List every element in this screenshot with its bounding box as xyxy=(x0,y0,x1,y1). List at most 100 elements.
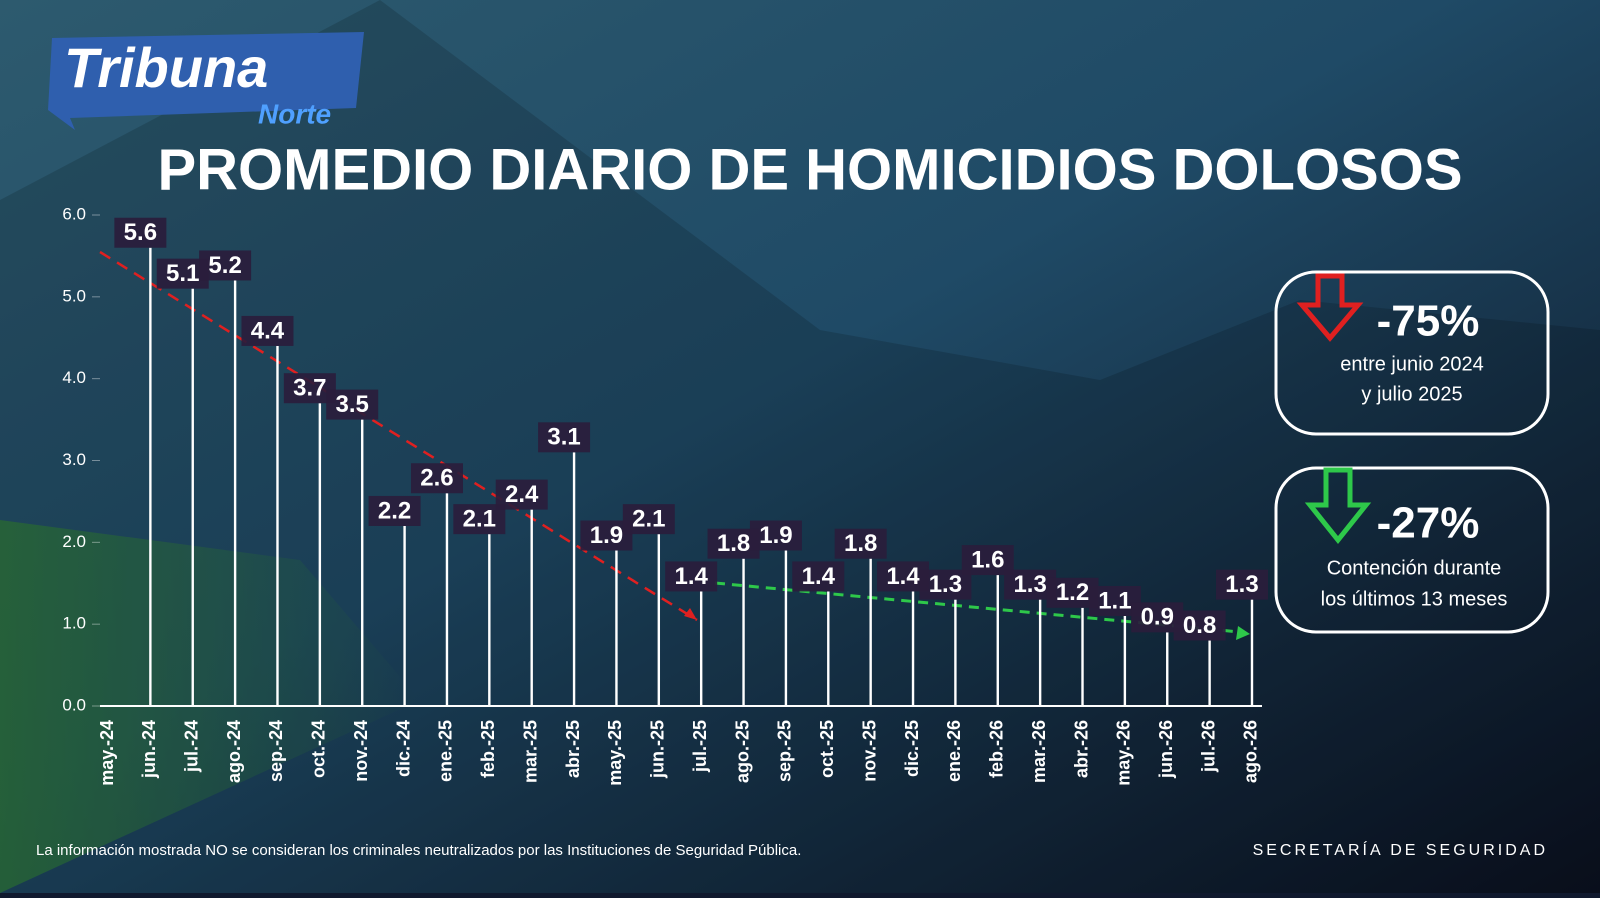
value-label-box xyxy=(114,217,167,248)
panel-text: entre junio 2024 xyxy=(1340,353,1483,375)
value-label: 5.2 xyxy=(208,252,241,279)
value-label: 2.2 xyxy=(378,497,411,524)
value-label: 3.1 xyxy=(547,424,580,451)
bar xyxy=(403,525,406,706)
x-tick-label: jun.-26 xyxy=(1156,720,1176,779)
trend-arrow xyxy=(684,608,697,620)
value-label: 1.1 xyxy=(1098,587,1131,614)
value-label-box xyxy=(834,528,887,559)
x-tick-label: oct.-25 xyxy=(817,720,837,778)
bar xyxy=(361,419,364,706)
bar xyxy=(572,452,576,706)
value-label-box xyxy=(241,315,294,346)
value-label-box xyxy=(665,561,718,592)
value-label: 2.4 xyxy=(505,481,539,508)
x-tick-label: nov.-25 xyxy=(859,720,879,782)
bar xyxy=(445,493,449,706)
chart-title: PROMEDIO DIARIO DE HOMICIDIOS DOLOSOS xyxy=(157,137,1462,202)
x-tick-label: may.-26 xyxy=(1114,720,1134,786)
value-label: 1.3 xyxy=(929,571,962,598)
x-tick-label: jun.-25 xyxy=(648,720,668,779)
value-label: 1.3 xyxy=(1225,571,1258,598)
footer-note: La información mostrada NO se consideran… xyxy=(36,842,801,859)
value-label: 1.8 xyxy=(844,530,877,557)
x-tick-label: jul.-24 xyxy=(181,720,201,773)
value-label: 1.4 xyxy=(674,563,708,590)
x-tick-label: sep.-25 xyxy=(775,720,795,782)
x-tick-label: feb.-25 xyxy=(478,720,498,778)
bar xyxy=(742,558,745,706)
bar xyxy=(996,575,999,706)
bar xyxy=(784,550,788,706)
y-tick-label: 1.0 xyxy=(62,614,86,633)
y-tick-label: 5.0 xyxy=(62,286,86,305)
x-tick-label: mar.-25 xyxy=(520,720,540,783)
value-label: 2.6 xyxy=(420,465,453,492)
value-label: 0.9 xyxy=(1141,604,1174,631)
bar xyxy=(869,558,872,706)
value-label: 1.4 xyxy=(802,563,836,590)
bar xyxy=(1038,599,1042,706)
bar xyxy=(699,591,703,706)
trend-line-red xyxy=(99,250,698,622)
value-label-box xyxy=(326,389,379,420)
x-tick-label: dic.-24 xyxy=(393,720,413,777)
value-label-box xyxy=(495,479,548,510)
bar xyxy=(1123,615,1127,706)
bar xyxy=(657,534,661,706)
bar xyxy=(615,550,618,706)
value-label-box xyxy=(1173,610,1226,641)
y-tick-label: 2.0 xyxy=(62,532,86,551)
bar xyxy=(1208,640,1211,706)
value-label-box xyxy=(538,422,591,453)
x-tick-label: abr.-26 xyxy=(1071,720,1091,778)
value-label: 2.1 xyxy=(632,505,665,532)
x-tick-label: may.-25 xyxy=(605,720,625,786)
x-tick-label: sep.-24 xyxy=(266,720,286,782)
bar xyxy=(149,247,152,706)
y-tick-label: 4.0 xyxy=(62,368,86,387)
value-label: 1.6 xyxy=(971,546,1004,573)
y-tick-label: 0.0 xyxy=(62,695,86,714)
x-tick-label: mar.-26 xyxy=(1029,720,1049,783)
bar xyxy=(530,509,533,706)
value-label: 2.1 xyxy=(463,505,496,532)
x-tick-label: dic.-25 xyxy=(902,720,922,777)
value-label: 1.9 xyxy=(590,522,623,549)
bar xyxy=(318,403,322,706)
value-label: 3.5 xyxy=(336,391,369,418)
logo-sub: Norte xyxy=(258,98,331,129)
x-tick-label: ene.-26 xyxy=(944,720,964,782)
logo: Tribuna Norte xyxy=(48,32,364,130)
value-label: 1.8 xyxy=(717,530,750,557)
panel-value: -75% xyxy=(1377,297,1480,346)
value-label-box xyxy=(792,561,845,592)
x-tick-label: feb.-26 xyxy=(987,720,1007,778)
value-label-box xyxy=(199,250,252,281)
value-label: 5.1 xyxy=(166,260,199,287)
bar xyxy=(1081,607,1084,706)
value-label-box xyxy=(622,504,675,535)
bar xyxy=(827,591,830,706)
value-label: 1.4 xyxy=(886,563,920,590)
bar xyxy=(954,599,957,706)
value-label: 0.8 xyxy=(1183,612,1216,639)
bar xyxy=(1250,599,1254,706)
value-label-box xyxy=(410,463,463,494)
bar xyxy=(233,280,237,706)
trend-arrow xyxy=(1236,626,1250,640)
value-label-box xyxy=(368,495,421,526)
x-tick-label: ago.-26 xyxy=(1241,720,1261,783)
bar xyxy=(191,288,194,706)
x-tick-label: jul.-25 xyxy=(690,720,710,773)
x-tick-label: ago.-24 xyxy=(224,720,244,783)
x-tick-label: nov.-24 xyxy=(351,720,371,782)
panel-text: y julio 2025 xyxy=(1361,383,1462,405)
y-tick-label: 3.0 xyxy=(62,450,86,469)
footer-source: SECRETARÍA DE SEGURIDAD xyxy=(1253,840,1548,859)
panel: -75% entre junio 2024 y julio 2025 xyxy=(1274,270,1550,436)
value-label-box xyxy=(1215,569,1268,600)
value-label: 5.6 xyxy=(124,219,157,246)
